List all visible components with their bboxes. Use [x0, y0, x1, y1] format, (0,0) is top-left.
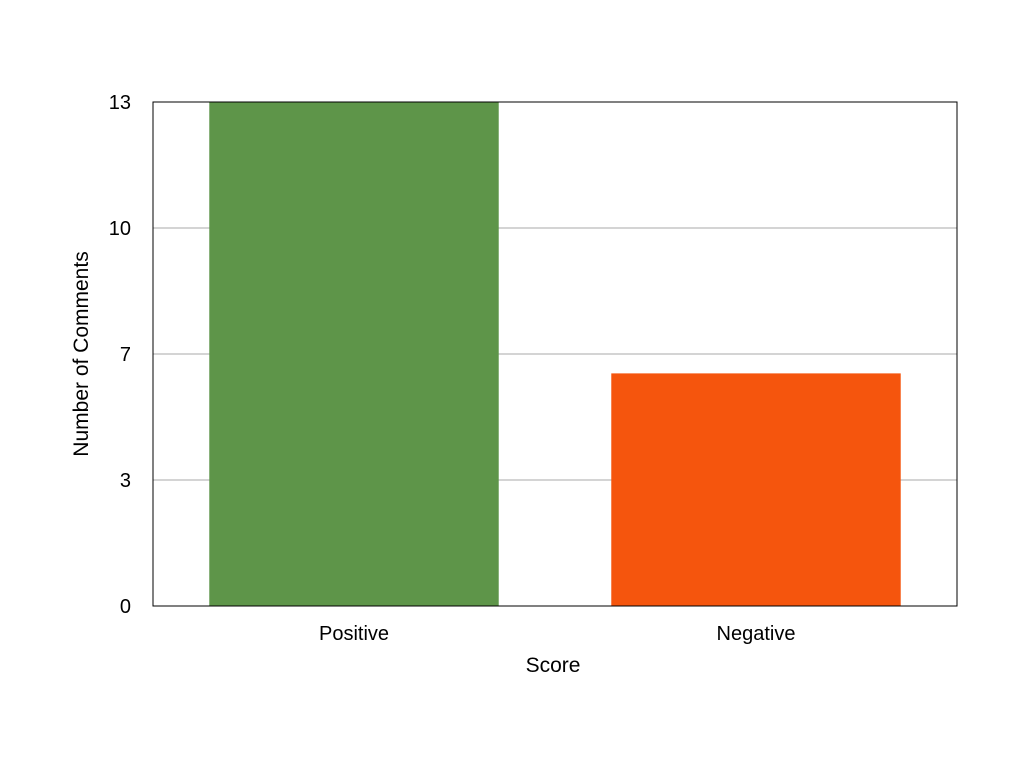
bar-positive: [209, 102, 499, 606]
y-tick-label: 3: [120, 470, 131, 492]
y-tick-label: 0: [120, 596, 131, 618]
y-tick-label: 10: [109, 218, 131, 240]
bars: [209, 102, 901, 606]
bar-negative: [611, 373, 901, 606]
plot-area-frame: [152, 101, 958, 607]
x-tick-label: Negative: [717, 623, 796, 645]
x-axis-title: Score: [526, 654, 581, 677]
y-axis-title: Number of Comments: [70, 251, 93, 456]
x-tick-labels: Positive Negative: [319, 623, 795, 645]
y-tick-labels: 0 3 7 10 13: [109, 92, 131, 618]
y-tick-label: 7: [120, 344, 131, 366]
x-tick-label: Positive: [319, 623, 389, 645]
y-tick-label: 13: [109, 92, 131, 114]
